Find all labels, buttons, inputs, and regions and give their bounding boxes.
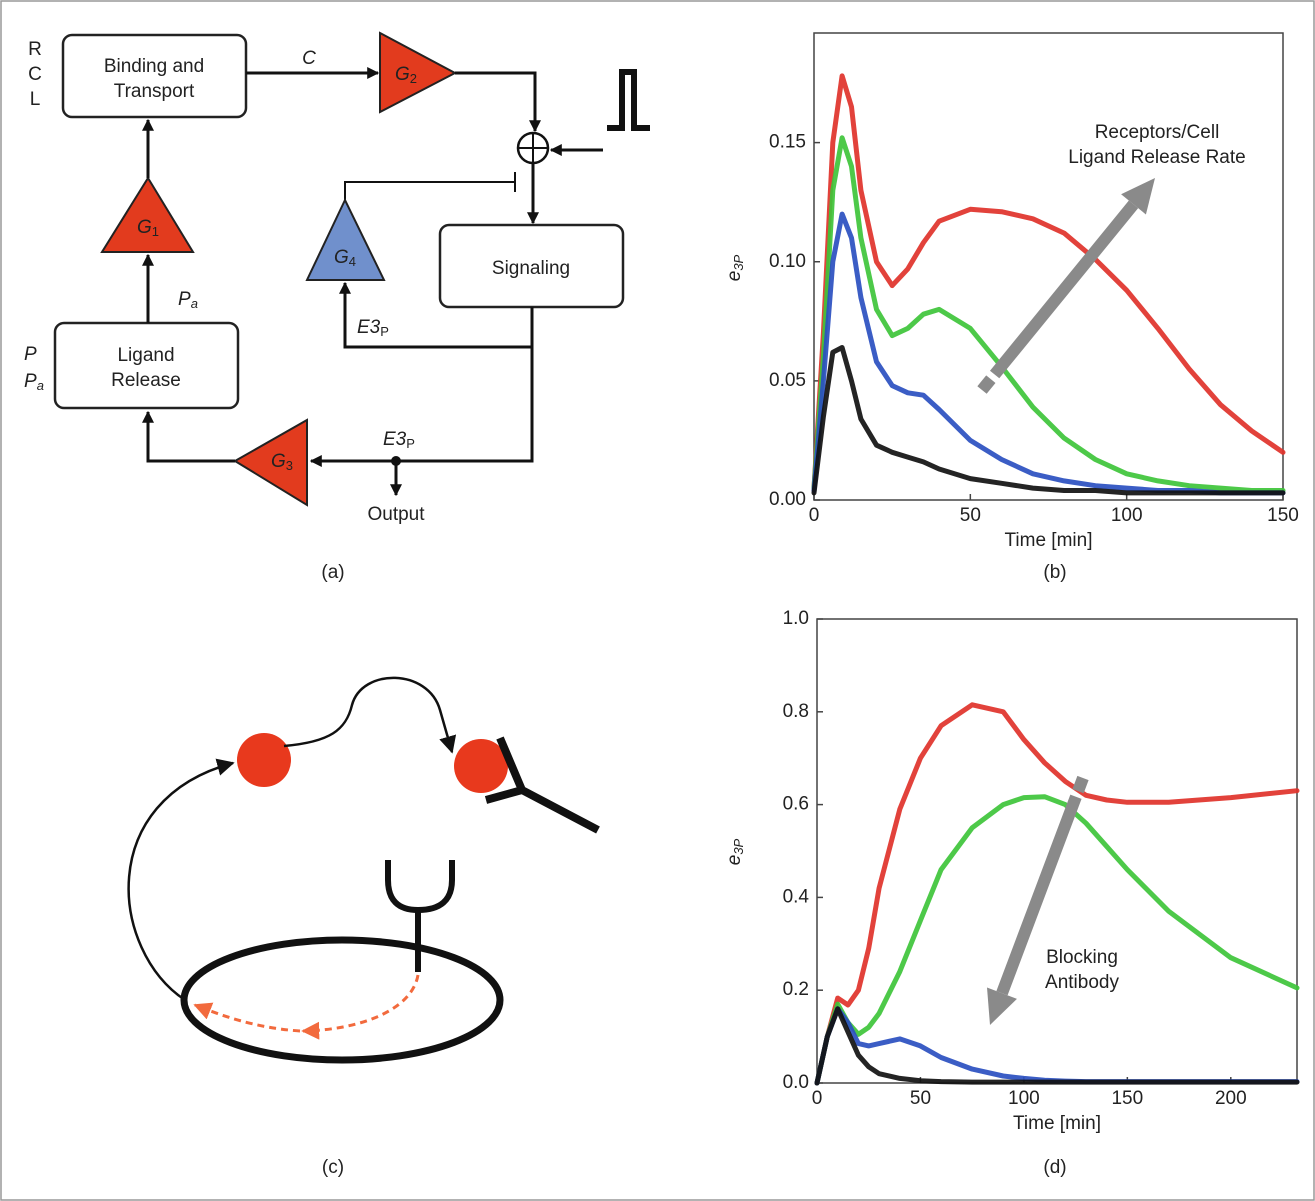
- edge-symbol: P: [178, 289, 191, 310]
- signal-symbol: E3: [383, 429, 407, 450]
- box-label: Binding and: [104, 56, 204, 77]
- side-label: L: [30, 89, 41, 110]
- wire: [455, 73, 535, 131]
- edge-label: Pa: [178, 289, 198, 311]
- gain-sub: 3: [286, 458, 293, 473]
- gain-sub: 2: [410, 71, 417, 86]
- x-tick-label: 0: [809, 505, 820, 526]
- x-tick-label: 50: [960, 505, 981, 526]
- signal-sub: P: [406, 436, 415, 451]
- y-tick-label: 0.05: [769, 370, 806, 391]
- annotation: Ligand Release Rate: [1068, 147, 1245, 168]
- panel-label: (b): [1043, 562, 1066, 583]
- x-tick-label: 100: [1111, 505, 1143, 526]
- box-label: Release: [111, 370, 181, 391]
- plot-frame: [814, 33, 1283, 500]
- panel-label: (d): [1043, 1157, 1066, 1178]
- y-tick-label: 0.0: [783, 1072, 809, 1093]
- output-label: Output: [367, 504, 425, 525]
- annotation: Antibody: [1045, 972, 1119, 993]
- y-tick-label: 0.00: [769, 489, 806, 510]
- wire: [311, 347, 532, 461]
- gain-g1: [102, 178, 193, 252]
- box-label: Transport: [114, 81, 195, 102]
- x-axis-label: Time [min]: [1013, 1113, 1101, 1134]
- signal-sub: P: [380, 324, 389, 339]
- signal-symbol: E3: [357, 317, 381, 338]
- y-tick-label: 1.0: [783, 608, 809, 629]
- x-tick-label: 150: [1267, 505, 1299, 526]
- edge-label: E3P: [357, 317, 389, 339]
- y-tick-label: 0.2: [783, 979, 809, 1000]
- y-tick-label: 0.6: [783, 794, 809, 815]
- panel-label: (a): [321, 562, 344, 583]
- y-label-symbol: e: [724, 855, 745, 866]
- gain-sub: 4: [349, 254, 356, 269]
- illustration: (c): [129, 678, 598, 1178]
- block-diagram: R C L Binding and Transport C G2 Signali…: [24, 33, 650, 583]
- side-sub: a: [37, 378, 44, 393]
- inhibition-wire: [345, 182, 515, 215]
- figure: R C L Binding and Transport C G2 Signali…: [0, 0, 1315, 1201]
- y-tick-label: 0.8: [783, 701, 809, 722]
- edge-sub: a: [191, 296, 198, 311]
- y-label-sub: 3P: [731, 838, 746, 854]
- side-label: C: [28, 64, 42, 85]
- gain-symbol: G: [137, 217, 152, 238]
- y-label-sub: 3P: [731, 254, 746, 270]
- side-label: P: [24, 344, 37, 365]
- side-label: Pa: [24, 371, 44, 393]
- y-tick-label: 0.15: [769, 132, 806, 153]
- box-label: Signaling: [492, 258, 570, 279]
- signal-path: [303, 975, 418, 1031]
- gain-symbol: G: [395, 64, 410, 85]
- annotation: Blocking: [1046, 947, 1118, 968]
- x-tick-label: 100: [1008, 1088, 1040, 1109]
- gain-symbol: G: [334, 247, 349, 268]
- x-axis-label: Time [min]: [1005, 530, 1093, 551]
- panel-label: (c): [322, 1157, 344, 1178]
- receptor: [388, 860, 452, 910]
- annotation: Receptors/Cell: [1095, 122, 1220, 143]
- gain-g2: [380, 33, 455, 112]
- box-label: Ligand: [117, 345, 174, 366]
- ligand: [237, 733, 291, 787]
- transport-arrow: [284, 678, 452, 752]
- edge-label: E3P: [383, 429, 415, 451]
- x-tick-label: 0: [812, 1088, 823, 1109]
- cell: [184, 940, 500, 1060]
- x-tick-label: 50: [910, 1088, 931, 1109]
- signal-path: [195, 1005, 300, 1031]
- side-symbol: P: [24, 371, 37, 392]
- edge-label: C: [302, 48, 316, 69]
- gain-sub: 1: [152, 224, 159, 239]
- y-label-symbol: e: [724, 271, 745, 282]
- y-axis-label: e3P: [724, 254, 746, 281]
- gain-symbol: G: [271, 451, 286, 472]
- x-tick-label: 200: [1215, 1088, 1247, 1109]
- antibody: [486, 738, 598, 830]
- y-tick-label: 0.4: [783, 886, 810, 907]
- x-tick-label: 150: [1111, 1088, 1143, 1109]
- pulse-icon: [607, 72, 650, 128]
- side-label: R: [28, 39, 42, 60]
- y-tick-label: 0.10: [769, 251, 806, 272]
- wire: [148, 412, 235, 461]
- y-axis-label: e3P: [724, 838, 746, 865]
